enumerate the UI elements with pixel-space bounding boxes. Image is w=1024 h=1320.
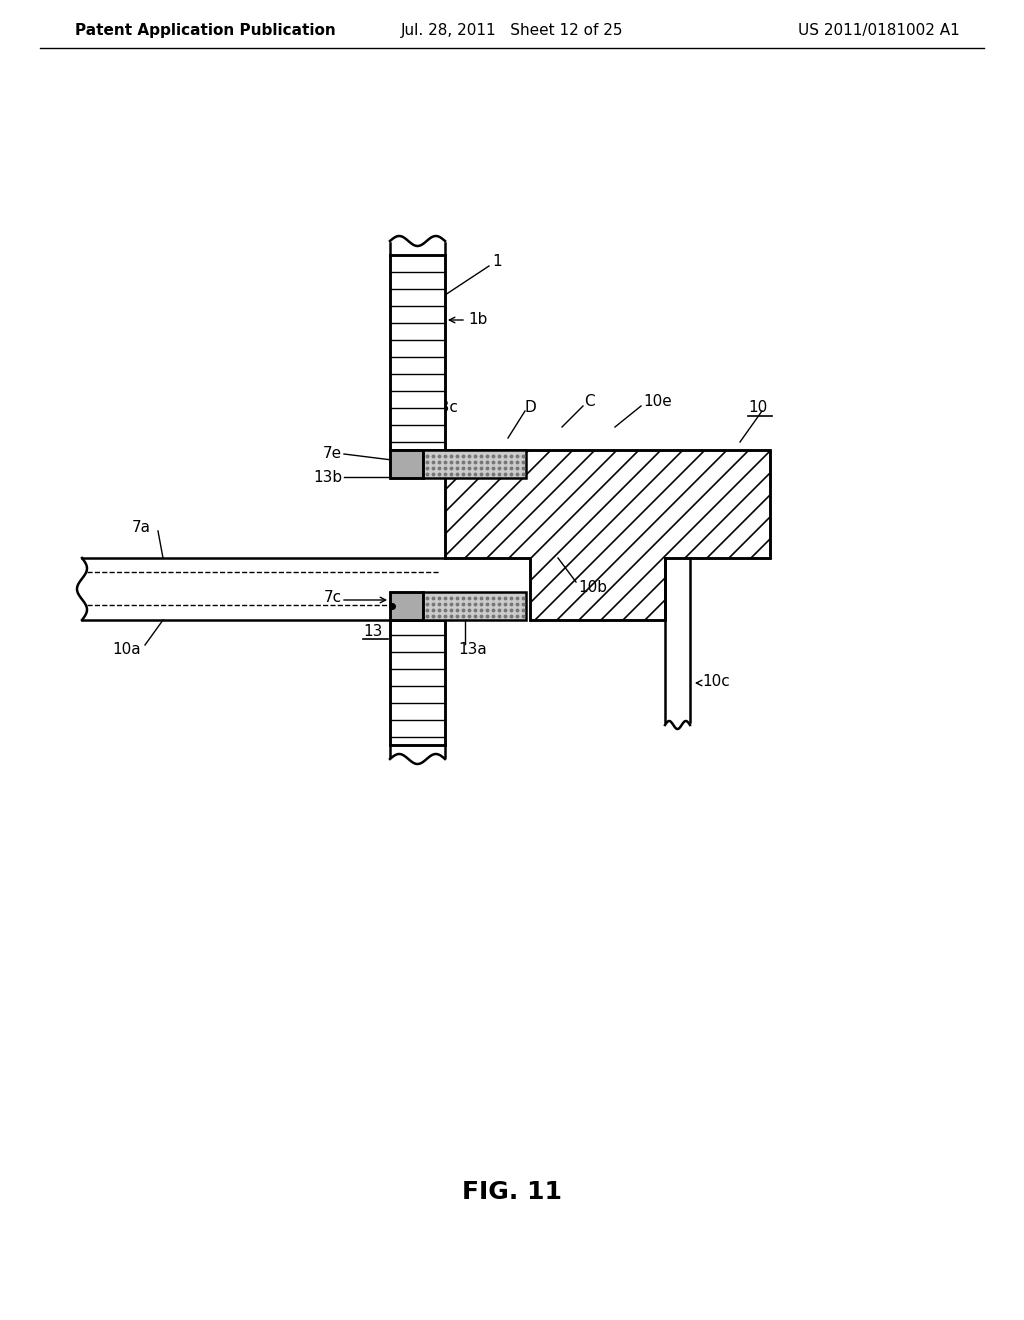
Bar (390, 450, 423, 478)
Text: D: D (524, 400, 536, 414)
Polygon shape (445, 450, 770, 620)
Text: Patent Application Publication: Patent Application Publication (75, 22, 336, 37)
Text: 10c: 10c (702, 675, 730, 689)
Text: 7c: 7c (324, 590, 342, 606)
Bar (390, 591, 423, 620)
Text: 10: 10 (748, 400, 767, 416)
Bar (390, 255, 445, 450)
Bar (390, 620, 445, 744)
Bar (390, 591, 423, 620)
Text: 1b: 1b (468, 313, 487, 327)
Text: FIG. 11: FIG. 11 (462, 1180, 562, 1204)
Text: 10b: 10b (578, 581, 607, 595)
Text: 1: 1 (492, 255, 502, 269)
Bar (390, 620, 445, 744)
Bar (390, 450, 423, 478)
Text: 13c: 13c (430, 400, 458, 414)
Text: 13a: 13a (458, 643, 486, 657)
Bar (423, 591, 526, 620)
Text: 10a: 10a (112, 643, 140, 657)
Text: C: C (584, 395, 595, 409)
Text: 7e: 7e (323, 446, 342, 462)
Bar (390, 255, 445, 450)
Text: 13: 13 (362, 624, 382, 639)
Text: 13b: 13b (313, 470, 342, 484)
Text: Jul. 28, 2011   Sheet 12 of 25: Jul. 28, 2011 Sheet 12 of 25 (400, 22, 624, 37)
Bar (423, 450, 526, 478)
Text: 10e: 10e (643, 395, 672, 409)
Text: 7a: 7a (132, 520, 151, 536)
Text: US 2011/0181002 A1: US 2011/0181002 A1 (799, 22, 961, 37)
